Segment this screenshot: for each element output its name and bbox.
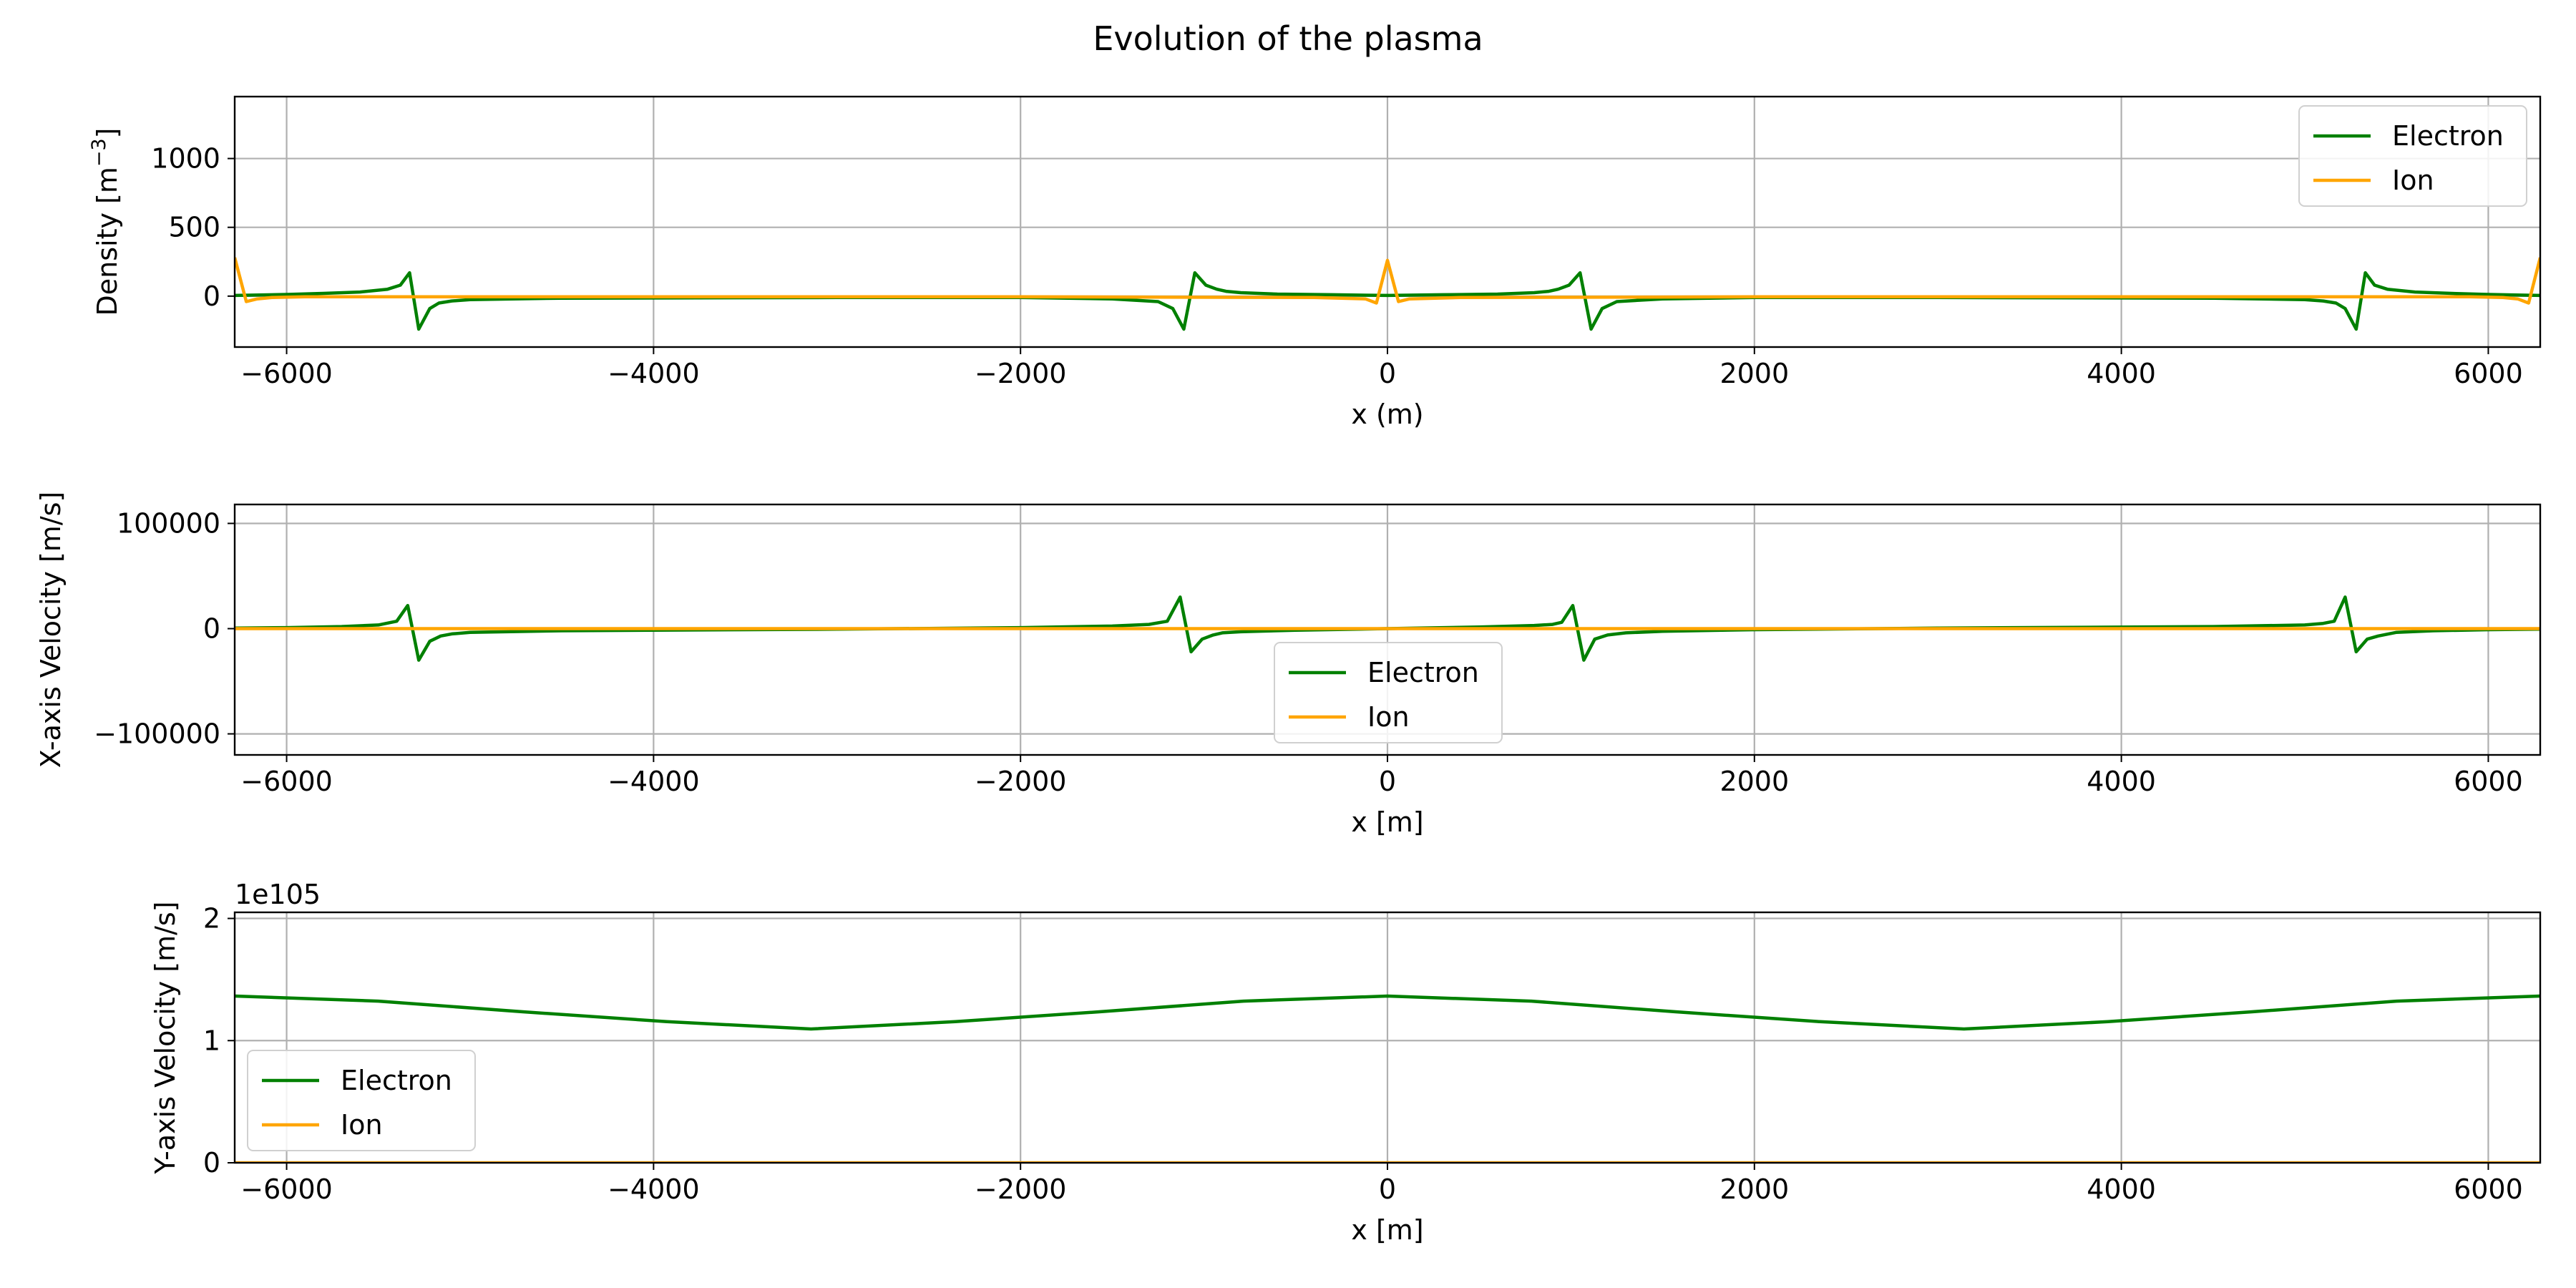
x-tick-label: 0 [1379,358,1396,389]
x-tick-label: −6000 [240,766,333,797]
x-tick-label: 6000 [2454,1174,2523,1205]
x-tick-label: 2000 [1719,358,1789,389]
series-line-electron [235,994,2540,1031]
x-tick-label: 0 [1379,766,1396,797]
x-tick-label: −6000 [240,358,333,389]
y-tick-label: 0 [203,280,220,312]
x-tick-label: −2000 [975,358,1067,389]
x-tick-label: −4000 [608,766,700,797]
x-tick-label: −4000 [608,1174,700,1205]
y-tick-label: 1000 [151,143,220,175]
x-tick-label: 4000 [2087,358,2156,389]
y-tick-label: 100000 [117,507,220,539]
legend: Electron Ion [1274,642,1503,743]
y-axis-label: Y-axis Velocity [m/s] [150,901,181,1174]
panel-y-velocity: −6000 −4000 −2000 0 2000 4000 6000 0 1 2 x [m] Y-ax… [150,879,2542,1246]
series-line-ion [235,257,2540,305]
y-axis-label-end: ] [92,127,123,138]
x-tick-label: −4000 [608,358,700,389]
y-tick-label: 0 [203,1147,220,1179]
y-axis-label-main: Density [m [92,167,123,316]
legend: Electron Ion [247,1050,476,1151]
x-tick-label: 6000 [2454,766,2523,797]
x-tick-label: −2000 [975,1174,1067,1205]
figure-title: Evolution of the plasma [1093,19,1483,58]
x-tick-label: 2000 [1719,1174,1789,1205]
x-axis-label: x (m) [1351,399,1423,430]
legend-label: Ion [2392,165,2434,196]
x-tick-label: 6000 [2454,358,2523,389]
y-tick-label: −100000 [94,718,220,750]
legend-label: Electron [1367,657,1479,688]
axes-frame [233,503,2542,756]
legend-label: Electron [341,1065,452,1096]
axes-frame [233,911,2542,1164]
series-line-electron [235,270,2540,331]
y-axis-label: Density [m−3] [88,127,123,316]
legend-label: Ion [341,1109,383,1141]
x-tick-label: −2000 [975,766,1067,797]
y-tick-label: 1 [203,1025,220,1056]
axes-frame [233,95,2542,348]
y-axis-label: X-axis Velocity [m/s] [35,492,67,768]
x-tick-label: 4000 [2087,766,2156,797]
y-offset-text: 1e105 [235,879,321,910]
panel-x-velocity: −6000 −4000 −2000 0 2000 4000 6000 −100000 0 1000… [35,492,2542,838]
legend-label: Electron [2392,120,2504,152]
x-tick-label: 0 [1379,1174,1396,1205]
y-axis-label-superscript: −3 [88,138,110,167]
panel-density: −6000 −4000 −2000 0 2000 4000 6000 0 500 1000 x (m… [88,95,2542,430]
x-tick-label: −6000 [240,1174,333,1205]
x-axis-label: x [m] [1351,1214,1423,1246]
y-tick-label: 0 [203,613,220,645]
x-axis-label: x [m] [1351,806,1423,838]
x-tick-label: 2000 [1719,766,1789,797]
y-tick-label: 2 [203,903,220,935]
legend-label: Ion [1367,701,1410,733]
x-tick-label: 4000 [2087,1174,2156,1205]
legend: Electron Ion [2298,105,2527,207]
y-tick-label: 500 [168,212,220,243]
